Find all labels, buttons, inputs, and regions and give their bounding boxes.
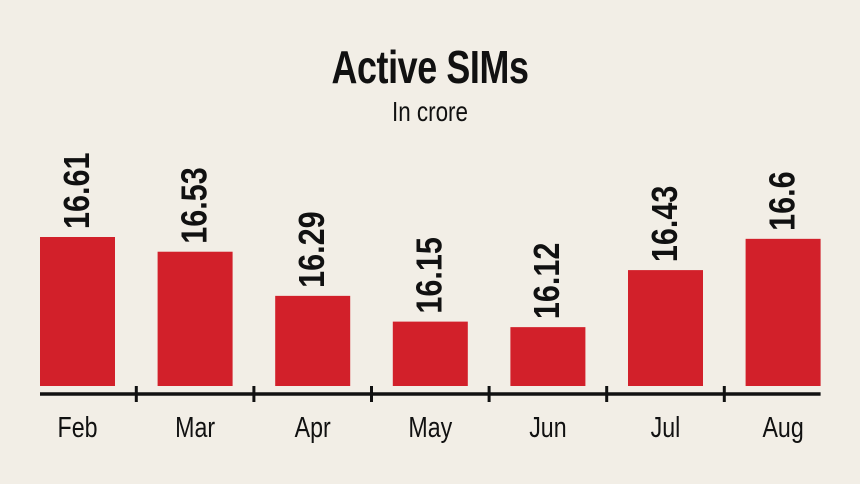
value-label: 16.15 [410,237,450,314]
x-tick-label: Jun [529,410,566,443]
chart-subtitle: In crore [392,96,468,127]
bar-may [392,321,468,386]
value-label: 16.43 [646,186,686,263]
bar-jun [510,327,586,386]
x-tick-label: Mar [175,410,215,443]
value-label: 16.61 [58,152,98,229]
value-label: 16.53 [175,167,215,244]
value-label: 16.6 [763,171,803,231]
bar-apr [275,295,351,386]
x-tick-label: Aug [762,410,803,443]
value-label: 16.12 [528,243,568,320]
bar-jul [628,270,703,386]
x-tick-label: Apr [295,410,331,443]
bar-aug [745,238,821,386]
bar-feb [40,237,115,386]
bar-mar [157,251,233,386]
chart-title: Active SIMs [331,41,529,93]
x-tick-label: May [408,410,453,443]
value-label: 16.29 [293,211,333,288]
x-tick-label: Feb [58,410,98,443]
x-tick-label: Jul [651,410,681,443]
